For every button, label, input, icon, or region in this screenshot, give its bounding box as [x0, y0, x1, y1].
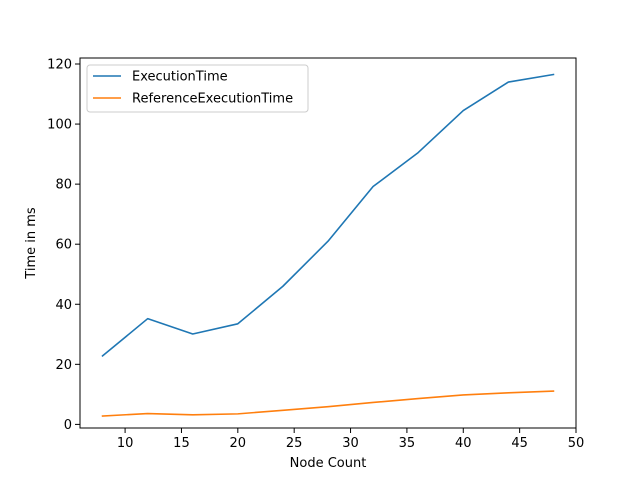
- x-tick-label: 40: [455, 436, 472, 451]
- legend-label: ReferenceExecutionTime: [132, 92, 293, 107]
- y-tick-label: 120: [47, 58, 72, 73]
- x-tick-label: 35: [399, 436, 416, 451]
- x-tick-label: 30: [342, 436, 359, 451]
- x-tick-label: 50: [568, 436, 585, 451]
- legend-label: ExecutionTime: [132, 70, 228, 85]
- plot-layer: [101, 73, 555, 417]
- x-tick-label: 45: [511, 436, 528, 451]
- series-line-2: [101, 390, 555, 417]
- y-tick-label: 0: [64, 418, 72, 433]
- legend-frame: [86, 64, 309, 113]
- x-axis-label: Node Count: [290, 456, 367, 471]
- x-axis-ticks: 10 15 20 25 30 35 40 45 50: [117, 428, 584, 451]
- y-tick-label: 20: [55, 358, 72, 373]
- plot-frame: [79, 57, 577, 429]
- y-tick-label: 80: [55, 178, 72, 193]
- x-tick-label: 20: [230, 436, 247, 451]
- y-tick-label: 40: [55, 298, 72, 313]
- y-tick-label: 60: [55, 238, 72, 253]
- x-tick-label: 25: [286, 436, 303, 451]
- x-tick-label: 15: [173, 436, 190, 451]
- series-line-1: [101, 73, 555, 358]
- legend: ExecutionTime ReferenceExecutionTime: [86, 64, 309, 113]
- y-axis-ticks: 0 20 40 60 80 100 120: [47, 58, 80, 433]
- y-axis-label: Time in ms: [24, 207, 39, 280]
- y-tick-label: 100: [47, 118, 72, 133]
- x-tick-label: 10: [117, 436, 134, 451]
